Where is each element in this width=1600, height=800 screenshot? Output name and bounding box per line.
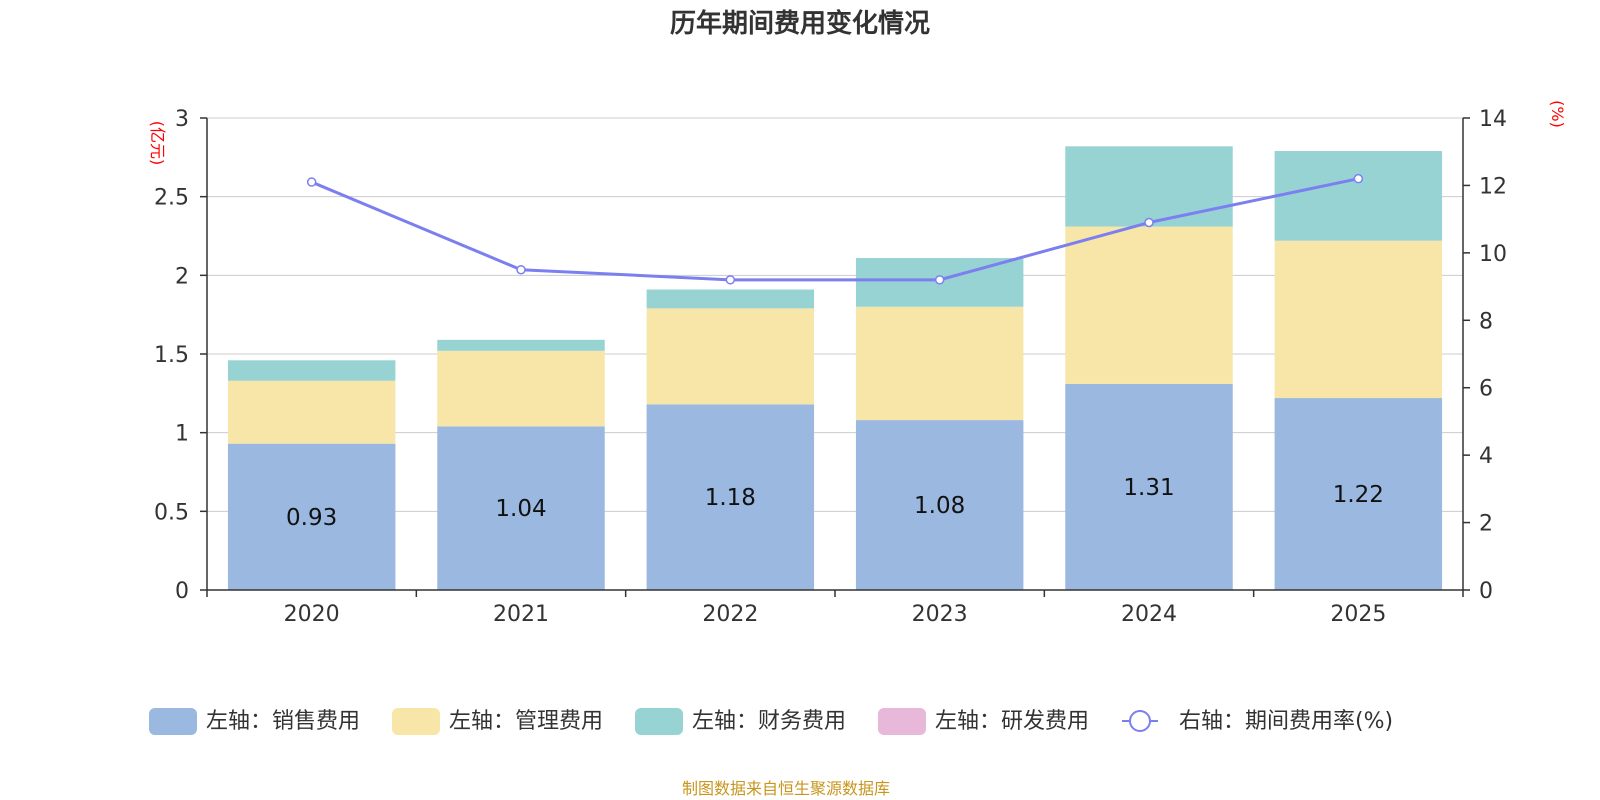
- grid-lines: [207, 117, 1463, 512]
- right-tick-label: 0: [1479, 579, 1493, 604]
- legend-label: 左轴：销售费用: [206, 709, 360, 734]
- legend-swatch: [635, 708, 683, 735]
- x-tick-label: 2020: [284, 602, 340, 627]
- right-tick-label: 12: [1479, 174, 1507, 199]
- bar-segment: [855, 420, 1024, 590]
- rate-line-group: [306, 173, 1364, 285]
- data-label: 1.04: [495, 496, 546, 522]
- right-tick-label: 10: [1479, 242, 1507, 267]
- left-axis-unit: (亿元): [148, 121, 167, 166]
- left-tick-label: 2: [175, 264, 189, 289]
- chart-title: 历年期间费用变化情况: [670, 8, 930, 39]
- legend-label: 左轴：研发费用: [935, 709, 1089, 734]
- x-tick-label: 2022: [702, 602, 758, 627]
- bar-segment: [437, 350, 605, 427]
- legend-marker-icon: [1129, 710, 1151, 732]
- data-labels-group: 0.93 1.04 1.18 1.08 1.31 1.22: [286, 475, 1384, 531]
- bar-segment: [855, 306, 1024, 421]
- source-note: 制图数据来自恒生聚源数据库: [682, 779, 890, 798]
- legend-swatch: [149, 708, 197, 735]
- x-tick-label: 2023: [912, 602, 968, 627]
- left-tick-label: 2.5: [154, 186, 189, 211]
- data-label: 1.22: [1333, 482, 1384, 508]
- left-tick-label: 3: [175, 107, 189, 132]
- left-tick-label: 0: [175, 579, 189, 604]
- right-axis-unit: (%): [1548, 100, 1567, 128]
- left-tick-label: 1: [175, 422, 189, 447]
- legend: 左轴：销售费用 左轴：管理费用 左轴：财务费用 左轴：研发费用 右轴：期间费用率(%): [149, 708, 1393, 735]
- bar-segment: [227, 443, 396, 590]
- legend-swatch: [878, 708, 926, 735]
- x-tick-label: 2021: [493, 602, 549, 627]
- rate-line: [311, 177, 1359, 282]
- right-tick-label: 2: [1479, 512, 1493, 537]
- bars-group: [227, 146, 1443, 590]
- rate-point: [1144, 217, 1154, 228]
- legend-label: 左轴：财务费用: [692, 709, 846, 734]
- rate-point: [306, 177, 317, 187]
- axes-group: 0 0.5 1 1.5 2 2.5 3 0 2 4 6 8 10 12 14 2020 2021 2022 2023…: [154, 107, 1507, 627]
- rate-point: [725, 275, 736, 285]
- legend-swatch: [392, 708, 440, 735]
- bar-segment: [1274, 398, 1443, 590]
- right-tick-label: 14: [1479, 107, 1507, 132]
- data-label: 1.18: [705, 485, 756, 511]
- bar-segment: [646, 308, 815, 405]
- bar-segment: [437, 426, 605, 590]
- bar-segment: [1274, 240, 1443, 399]
- legend-label: 右轴：期间费用率(%): [1179, 709, 1393, 734]
- rate-point: [1353, 173, 1364, 184]
- bar-segment: [437, 339, 605, 351]
- bar-segment: [1065, 383, 1233, 590]
- bar-segment: [1065, 146, 1233, 227]
- bar-segment: [646, 289, 815, 309]
- bar-segment: [1274, 151, 1443, 241]
- bar-segment: [227, 360, 396, 381]
- x-tick-label: 2024: [1121, 602, 1177, 627]
- bar-segment: [1065, 226, 1233, 384]
- rate-point: [934, 275, 945, 285]
- legend-label: 左轴：管理费用: [449, 709, 603, 734]
- right-tick-label: 4: [1479, 444, 1493, 469]
- rate-point: [516, 264, 526, 275]
- x-tick-label: 2025: [1330, 602, 1386, 627]
- data-label: 1.31: [1123, 475, 1174, 501]
- left-tick-label: 1.5: [154, 343, 189, 368]
- right-tick-label: 6: [1479, 377, 1493, 402]
- right-tick-label: 8: [1479, 309, 1493, 334]
- data-label: 0.93: [286, 505, 337, 531]
- bar-segment: [227, 380, 396, 444]
- bar-segment: [646, 404, 815, 590]
- left-tick-label: 0.5: [154, 500, 189, 525]
- data-label: 1.08: [914, 493, 965, 519]
